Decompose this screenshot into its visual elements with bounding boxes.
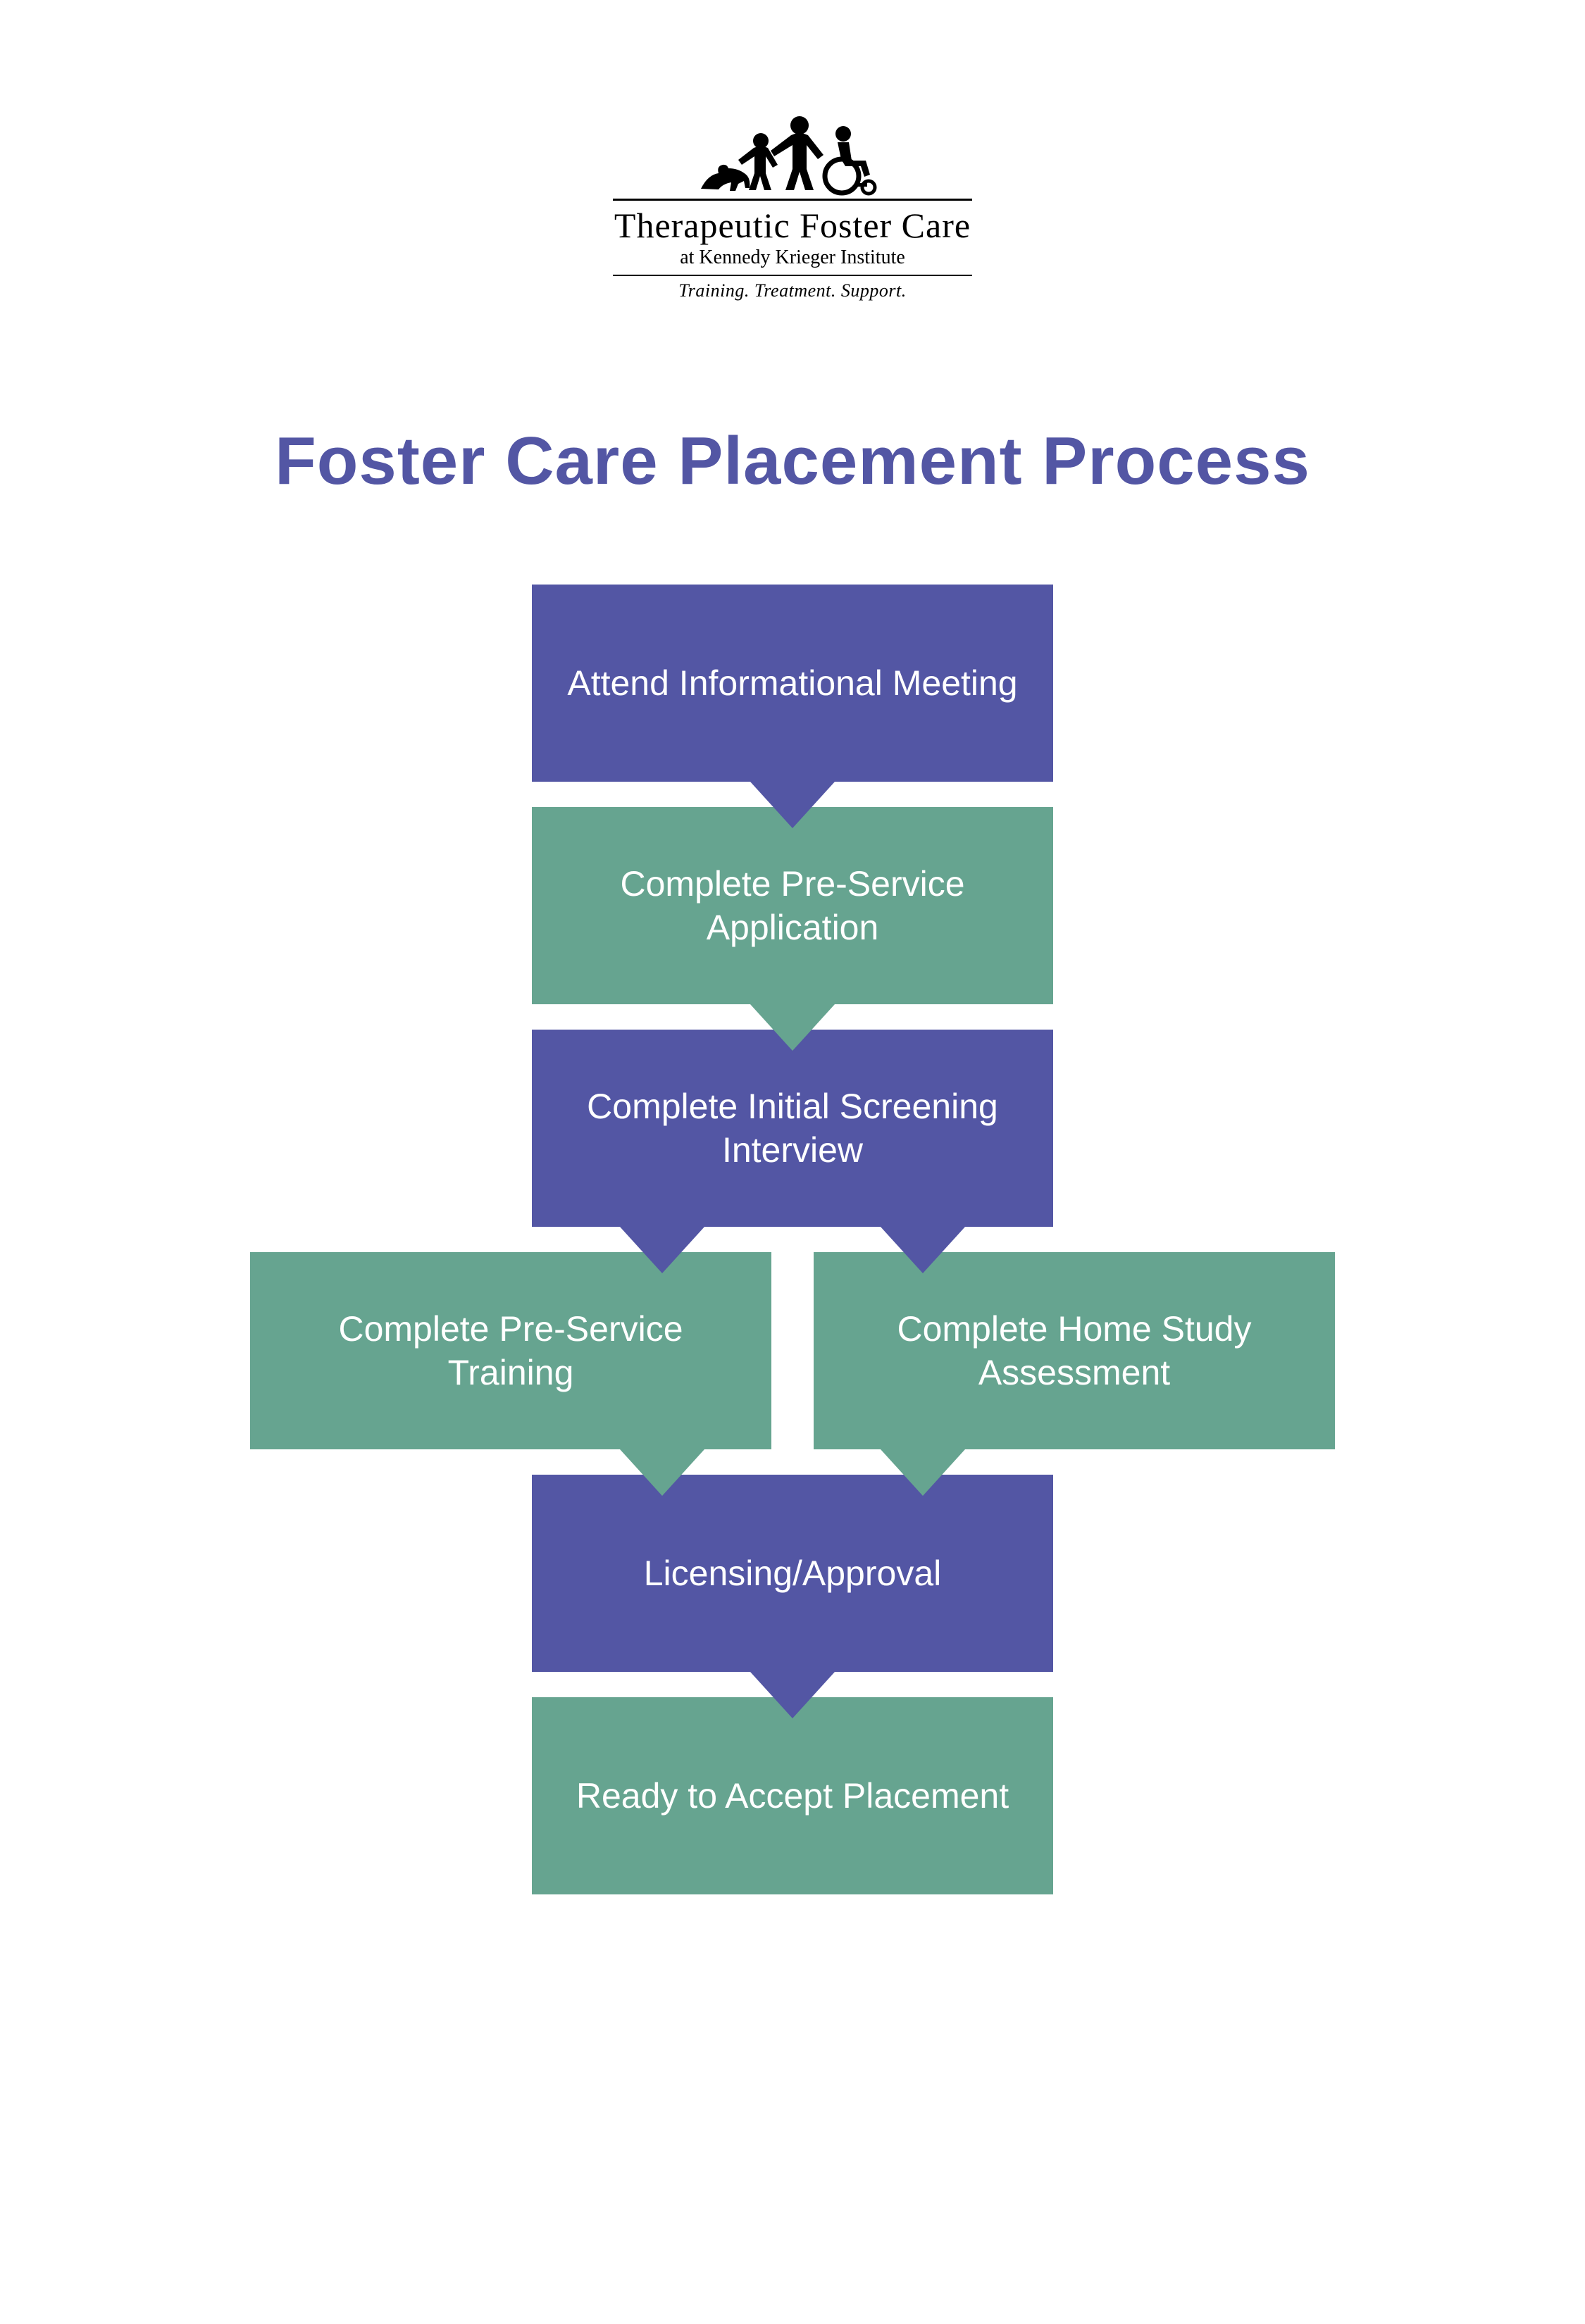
flow-step: Complete Pre-Service Training: [250, 1252, 771, 1449]
logo-rule: [613, 199, 972, 201]
logo-rule: [613, 275, 972, 276]
flow-step: Complete Home Study Assessment: [814, 1252, 1335, 1449]
flow-step-label: Complete Pre-Service Training: [278, 1307, 743, 1395]
flow-step-label: Ready to Accept Placement: [576, 1774, 1009, 1818]
flow-arrow-icon: [881, 1227, 965, 1273]
flow-step-label: Attend Informational Meeting: [567, 661, 1017, 706]
logo-line1: Therapeutic Foster Care: [581, 206, 1004, 245]
flow-arrow-icon: [750, 782, 835, 828]
logo-tagline: Training. Treatment. Support.: [581, 280, 1004, 301]
page-title: Foster Care Placement Process: [0, 423, 1585, 500]
flow-step: Attend Informational Meeting: [532, 585, 1053, 782]
flow-step: Complete Pre-Service Application: [532, 807, 1053, 1004]
flow-step-label: Complete Initial Screening Interview: [560, 1085, 1025, 1173]
flow-arrow-icon: [620, 1449, 704, 1496]
flow-step: Licensing/Approval: [532, 1475, 1053, 1672]
logo-line2: at Kennedy Krieger Institute: [581, 245, 1004, 270]
flow-arrow-icon: [620, 1227, 704, 1273]
flow-arrow-icon: [881, 1449, 965, 1496]
page-root: Therapeutic Foster Care at Kennedy Krieg…: [0, 0, 1585, 2324]
flow-step-label: Licensing/Approval: [644, 1551, 942, 1596]
flow-arrow-icon: [750, 1004, 835, 1051]
logo-silhouette-icon: [694, 106, 891, 197]
brand-logo: Therapeutic Foster Care at Kennedy Krieg…: [581, 106, 1004, 301]
flow-step-label: Complete Pre-Service Application: [560, 862, 1025, 950]
flow-step-label: Complete Home Study Assessment: [842, 1307, 1307, 1395]
flow-step: Complete Initial Screening Interview: [532, 1030, 1053, 1227]
flow-arrow-icon: [750, 1672, 835, 1718]
flow-step: Ready to Accept Placement: [532, 1697, 1053, 1894]
